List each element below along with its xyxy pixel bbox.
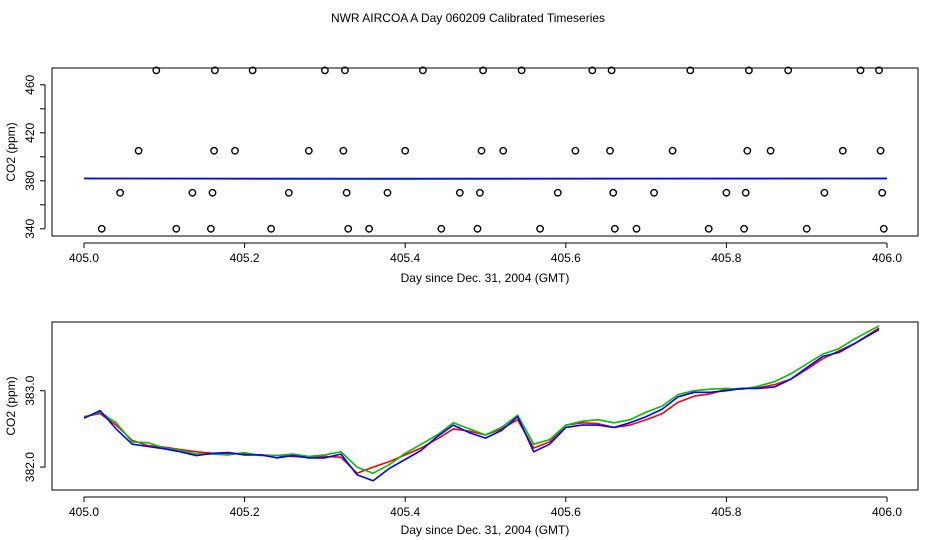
- data-marks-bottom: [83, 325, 880, 482]
- x-tick-label: 405.4: [390, 505, 420, 519]
- calibration-point: [745, 66, 753, 75]
- calibration-point: [875, 66, 883, 75]
- calibration-point: [571, 146, 580, 155]
- calibration-point: [304, 146, 313, 155]
- calibration-point: [784, 66, 793, 75]
- calibration-point: [610, 224, 619, 233]
- x-tick-label: 405.6: [551, 251, 581, 265]
- calibration-point: [383, 188, 392, 197]
- x-tick-label: 405.0: [69, 251, 99, 265]
- x-tick-label: 405.0: [69, 505, 99, 519]
- calibration-point: [802, 224, 811, 233]
- calibration-point: [210, 66, 219, 75]
- calibration-point: [284, 188, 293, 197]
- calibration-point: [553, 188, 562, 197]
- calibration-point: [206, 224, 215, 233]
- series-line-3: [83, 328, 880, 482]
- calibration-point: [401, 146, 410, 155]
- x-tick-label: 406.0: [872, 251, 902, 265]
- calibration-point: [97, 224, 106, 233]
- calibration-point: [743, 146, 752, 155]
- calibration-point: [341, 66, 349, 75]
- x-tick-label: 405.2: [230, 505, 260, 519]
- x-tick-label: 405.8: [711, 251, 741, 265]
- y-axis-label-bottom: CO2 (ppm): [4, 376, 18, 435]
- calibration-point: [473, 224, 482, 233]
- calibration-point: [588, 66, 597, 75]
- calibration-point: [116, 188, 125, 197]
- calibration-point: [607, 66, 616, 75]
- calibration-point: [188, 188, 197, 197]
- calibration-point: [134, 146, 143, 155]
- calibration-point: [339, 146, 348, 155]
- calibration-point: [876, 146, 885, 155]
- x-tick-label: 405.4: [390, 251, 420, 265]
- calibration-point: [879, 224, 888, 233]
- calibration-point: [609, 188, 618, 197]
- calibration-point: [766, 146, 775, 155]
- y-tick-label: 382.0: [23, 452, 37, 482]
- y-tick-label: 420: [23, 122, 37, 142]
- calibration-point: [741, 188, 750, 197]
- chart-panel-top: 405.0 405.2 405.4 405.6 405.8 406.0 340 380 420…: [4, 66, 919, 285]
- calibration-point: [686, 66, 695, 75]
- y-axis-top: 340 380 420 460: [23, 74, 46, 239]
- x-axis-label-bottom: Day since Dec. 31, 2004 (GMT): [401, 523, 570, 537]
- calibration-point: [267, 224, 275, 233]
- y-axis-label-top: CO2 (ppm): [4, 122, 18, 181]
- calibration-point: [320, 66, 329, 75]
- calibration-point: [479, 66, 487, 75]
- calibration-point: [152, 66, 161, 75]
- x-axis-top: 405.0 405.2 405.4 405.6 405.8 406.0: [69, 242, 902, 265]
- y-tick-label: 383.0: [23, 375, 37, 405]
- calibration-point: [650, 188, 658, 197]
- data-marks-top: [83, 66, 888, 233]
- x-tick-label: 405.8: [711, 505, 741, 519]
- calibration-point: [856, 66, 865, 75]
- x-tick-label: 405.2: [230, 251, 260, 265]
- calibration-point: [740, 224, 748, 233]
- figure-title: NWR AIRCOA A Day 060209 Calibrated Times…: [331, 11, 605, 25]
- calibration-point: [437, 224, 446, 233]
- series-line-1: [83, 327, 880, 475]
- calibration-point: [210, 146, 219, 155]
- x-axis-label-top: Day since Dec. 31, 2004 (GMT): [401, 271, 570, 285]
- x-tick-label: 405.6: [551, 505, 581, 519]
- calibration-point: [342, 188, 351, 197]
- calibration-point: [820, 188, 829, 197]
- chart-panel-bottom: 405.0 405.2 405.4 405.6 405.8 406.0 382.0 383.…: [4, 321, 919, 537]
- calibration-point: [606, 146, 614, 155]
- calibration-point: [499, 146, 508, 155]
- calibration-point: [172, 224, 181, 233]
- plot-frame-bottom: [51, 321, 919, 491]
- calibration-point: [418, 66, 427, 75]
- calibration-point: [632, 224, 641, 233]
- calibration-point: [704, 224, 713, 233]
- x-axis-bottom: 405.0 405.2 405.4 405.6 405.8 406.0: [69, 496, 902, 519]
- calibration-point: [668, 146, 677, 155]
- calibration-point: [208, 188, 217, 197]
- calibration-point: [231, 146, 239, 155]
- series-line-2: [83, 325, 880, 475]
- calibration-point: [344, 224, 353, 233]
- calibration-point: [517, 66, 526, 75]
- calibration-point: [475, 188, 484, 197]
- series-line-3: [83, 177, 888, 180]
- y-tick-label: 340: [23, 218, 37, 238]
- y-tick-label: 460: [23, 74, 37, 94]
- calibration-point: [248, 66, 257, 75]
- calibration-point: [365, 224, 373, 233]
- x-tick-label: 406.0: [872, 505, 902, 519]
- calibration-point: [455, 188, 464, 197]
- calibration-point: [477, 146, 486, 155]
- calibration-point: [722, 188, 731, 197]
- calibration-point: [838, 146, 847, 155]
- calibration-point: [536, 224, 544, 233]
- y-tick-label: 380: [23, 170, 37, 190]
- y-axis-bottom: 382.0 383.0: [23, 375, 46, 482]
- calibration-point: [878, 188, 887, 197]
